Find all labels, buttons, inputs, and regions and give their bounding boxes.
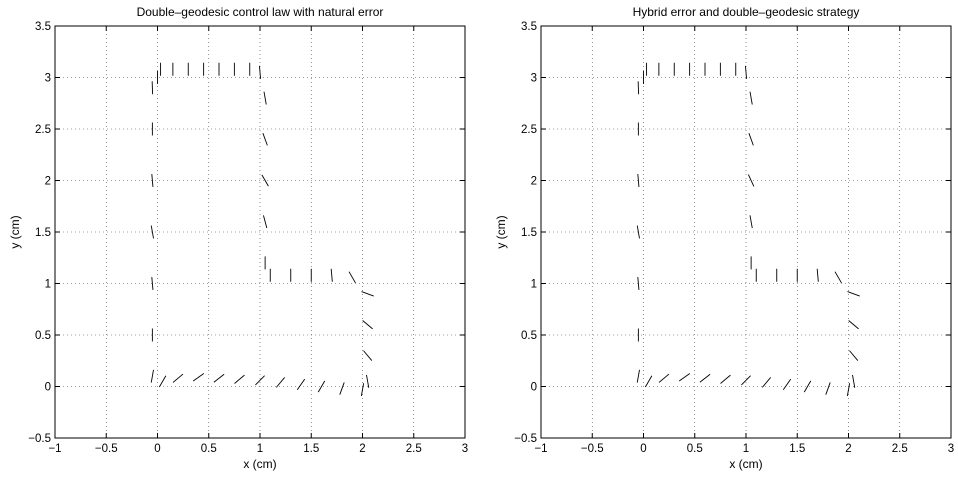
y-tick-label: 2	[531, 176, 537, 188]
y-tick-label: 0	[45, 382, 51, 394]
x-tick-label: 2	[845, 443, 851, 455]
pose-segment	[234, 374, 245, 384]
pose-segment	[261, 174, 269, 187]
x-tick-label: 2	[359, 443, 365, 455]
pose-segment	[720, 374, 731, 384]
y-tick-label: 2.5	[35, 124, 51, 136]
pose-segment	[151, 276, 154, 291]
chart-panel-1: −1 −0.5 0 0.5 1 1.5 2 2.5 3−0.500.511.522.533.5D…	[8, 5, 468, 471]
pose-segment	[658, 373, 670, 383]
pose-segment	[330, 268, 333, 282]
y-tick-label: 3.5	[35, 21, 51, 33]
pose-segment	[782, 378, 792, 391]
y-axis-label: y (cm)	[494, 215, 508, 248]
pose-segment	[852, 374, 856, 388]
pose-segment	[213, 373, 225, 383]
x-tick-label: −1	[48, 443, 61, 455]
x-tick-label: 0	[640, 443, 646, 455]
x-axis-label: x (cm)	[243, 457, 276, 471]
pose-segment	[263, 215, 268, 229]
pose-segment	[263, 91, 267, 105]
pose-segment	[366, 374, 370, 388]
pose-segment	[749, 215, 753, 229]
x-tick-label: 2.5	[406, 443, 422, 455]
x-tick-label: 2.5	[892, 443, 908, 455]
y-tick-label: 3	[45, 73, 51, 85]
pose-segment	[816, 268, 819, 282]
pose-segment	[258, 65, 262, 79]
pose-segment	[360, 383, 365, 397]
y-tick-label: −0.5	[514, 433, 537, 445]
pose-segment	[744, 65, 748, 79]
x-tick-label: 1.5	[789, 443, 805, 455]
pose-segment	[741, 375, 751, 386]
pose-segment	[749, 91, 753, 105]
pose-segment	[636, 369, 640, 383]
pose-segment	[637, 276, 640, 291]
x-tick-label: 3	[948, 443, 954, 455]
y-tick-label: 1.5	[521, 227, 537, 239]
pose-segment	[644, 375, 653, 388]
chart-panel-2: −1 −0.5 0 0.5 1 1.5 2 2.5 3−0.500.511.522.533.5H…	[494, 5, 954, 471]
x-tick-label: 0	[154, 443, 160, 455]
y-tick-label: 3	[531, 73, 537, 85]
pose-segment	[151, 173, 154, 188]
y-tick-label: −0.5	[28, 433, 51, 445]
pose-segment	[848, 320, 859, 330]
y-tick-label: 0.5	[35, 330, 51, 342]
pose-segment	[636, 225, 640, 239]
pose-segment	[747, 174, 755, 187]
pose-segment	[362, 320, 373, 330]
pose-segment	[348, 271, 356, 284]
y-tick-label: 3.5	[521, 21, 537, 33]
y-tick-label: 0.5	[521, 330, 537, 342]
y-tick-label: 1	[531, 279, 537, 291]
x-tick-label: 3	[462, 443, 468, 455]
y-tick-label: 0	[531, 382, 537, 394]
x-tick-label: −1	[534, 443, 547, 455]
pose-segment	[262, 133, 268, 146]
pose-segment	[255, 375, 265, 386]
pose-segment	[339, 382, 345, 395]
pose-segment	[825, 382, 831, 395]
y-tick-label: 2.5	[521, 124, 537, 136]
x-tick-label: 1	[257, 443, 263, 455]
pose-segment	[834, 271, 842, 284]
pose-segment	[847, 291, 860, 297]
pose-segment	[761, 377, 772, 388]
pose-segment	[849, 350, 859, 361]
y-tick-label: 1	[45, 279, 51, 291]
pose-segment	[317, 380, 326, 393]
plot-frame	[540, 25, 952, 439]
y-axis-label: y (cm)	[8, 215, 22, 248]
y-tick-label: 1.5	[35, 227, 51, 239]
pose-segment	[803, 380, 812, 393]
x-axis-label: x (cm)	[729, 457, 762, 471]
pose-segment	[172, 373, 184, 383]
pose-segment	[637, 173, 640, 188]
pose-segment	[275, 377, 286, 388]
pose-segment	[150, 225, 154, 239]
pose-segment	[150, 369, 154, 383]
pose-segment	[158, 375, 167, 388]
pose-segment	[192, 373, 205, 382]
pose-segment	[699, 373, 711, 383]
x-tick-label: 1	[743, 443, 749, 455]
y-tick-label: 2	[45, 176, 51, 188]
x-tick-label: 0.5	[201, 443, 217, 455]
x-tick-label: 0.5	[687, 443, 703, 455]
chart-title: Double–geodesic control law with natural…	[137, 5, 384, 19]
pose-segment	[748, 133, 754, 146]
pose-segment	[846, 383, 851, 397]
x-tick-label: −0.5	[95, 443, 118, 455]
plot-frame	[54, 25, 466, 439]
pose-segment	[361, 291, 374, 297]
pose-segment	[296, 378, 306, 391]
x-tick-label: 1.5	[303, 443, 319, 455]
chart-title: Hybrid error and double–geodesic strateg…	[633, 5, 860, 19]
x-tick-label: −0.5	[581, 443, 604, 455]
pose-segment	[678, 373, 691, 382]
pose-segment	[363, 350, 373, 361]
